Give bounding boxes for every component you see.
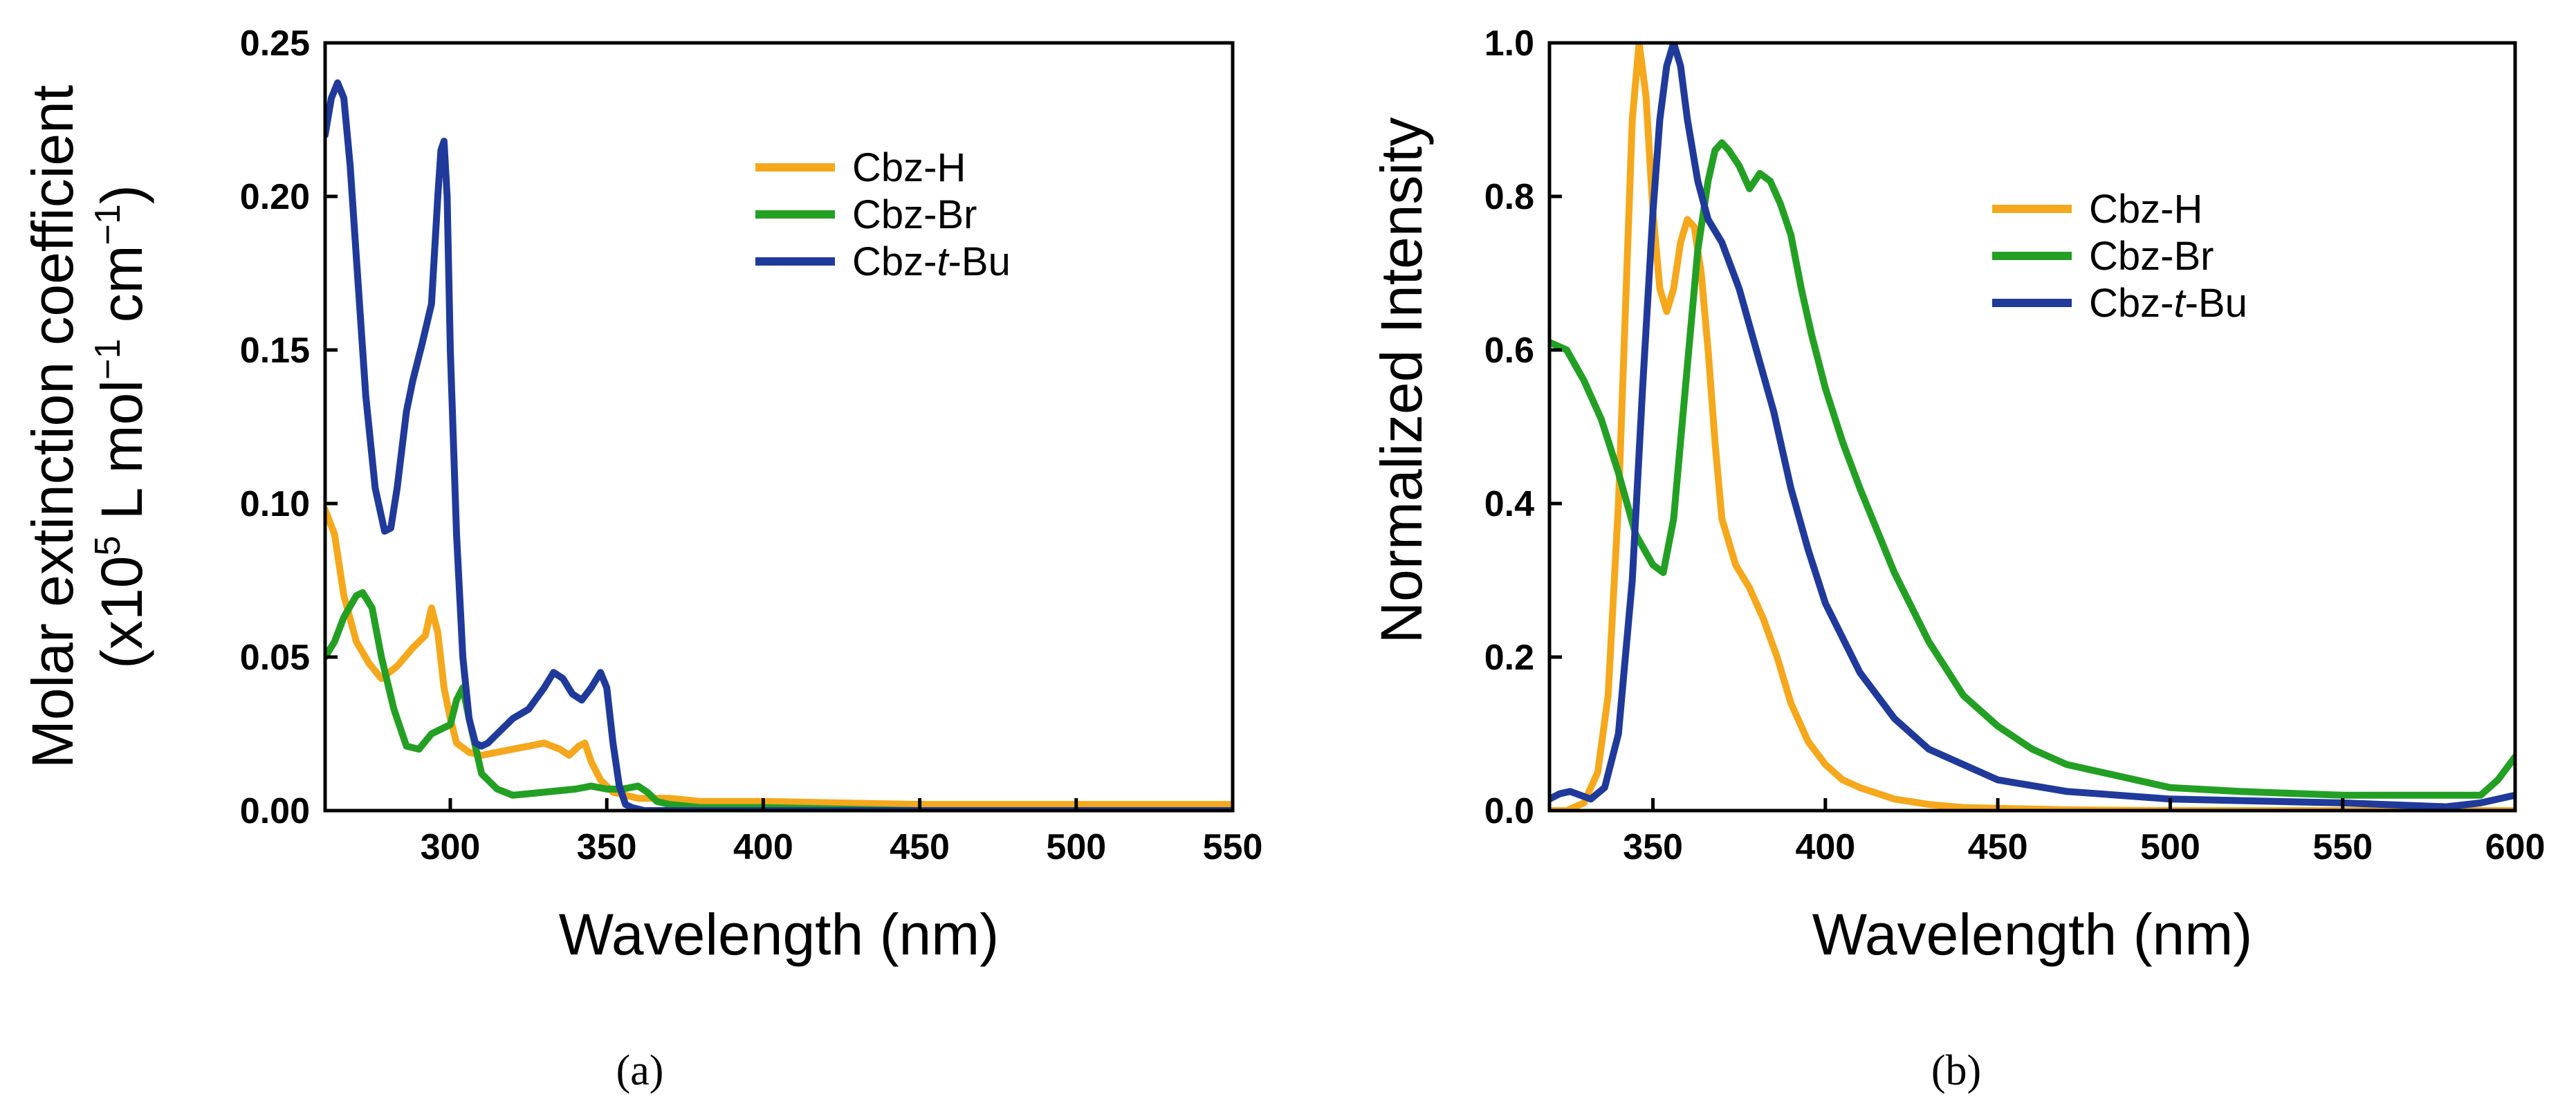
panel-b-series-cbz-br bbox=[1549, 139, 2515, 799]
panel-a-x-axis-title: Wavelength (nm) bbox=[559, 902, 999, 967]
panel-b-x-tick-label: 400 bbox=[1795, 827, 1855, 867]
panel-a-x-tick-label: 300 bbox=[421, 827, 481, 867]
panel-b-y-tick-label: 0.0 bbox=[1484, 791, 1534, 831]
panel-b-legend-label: Cbz-Br bbox=[2089, 234, 2214, 279]
panel-a-x-tick-label: 500 bbox=[1046, 827, 1106, 867]
panel-b-x-tick-label: 550 bbox=[2312, 827, 2373, 867]
panel-b-series-group bbox=[1549, 43, 2515, 811]
panel-a-y-axis-title-line2: (x105 L mol−1 cm−1) bbox=[88, 185, 154, 669]
panel-a-plot-frame bbox=[323, 41, 1235, 813]
panel-b-y-tick-label: 0.2 bbox=[1484, 638, 1534, 678]
panel-a-series-cbz-t-bu bbox=[325, 79, 1233, 811]
panel-b-x-axis-title: Wavelength (nm) bbox=[1812, 902, 2252, 967]
panel-b-y-tick-label: 0.4 bbox=[1484, 484, 1534, 524]
panel-a-y-tick-label: 0.20 bbox=[240, 177, 310, 217]
panel-b-plot-frame bbox=[1547, 41, 2517, 813]
panel-b-caption: (b) bbox=[1931, 1047, 1981, 1094]
panel-a-y-tick-label: 0.10 bbox=[240, 484, 310, 524]
panel-a-legend-label: Cbz-t-Bu bbox=[852, 239, 1011, 284]
panel-b-emission-chart: 350 400 450 500 550 600 0.0 0.2 0.4 0.6 0.8 1.0 Wav… bbox=[1369, 24, 2545, 1094]
panel-a-legend-label: Cbz-Br bbox=[852, 192, 977, 237]
panel-b-y-tick-label: 0.6 bbox=[1484, 331, 1534, 371]
panel-b-y-tick-label: 0.8 bbox=[1484, 177, 1534, 217]
panel-b-legend-label: Cbz-H bbox=[2089, 187, 2202, 232]
panel-a-y-tick-label: 0.25 bbox=[240, 24, 310, 64]
panel-b-legend-label: Cbz-t-Bu bbox=[2089, 281, 2247, 326]
panel-a-y-tick-label: 0.00 bbox=[240, 791, 310, 831]
panel-b-y-axis-title: Normalized Intensity bbox=[1369, 118, 1434, 644]
panel-a-x-tick-label: 450 bbox=[890, 827, 950, 867]
panel-b-ticks: 350 400 450 500 550 600 0.0 0.2 0.4 0.6 0.8 1.0 bbox=[1484, 24, 2546, 867]
panel-a-caption: (a) bbox=[616, 1047, 664, 1094]
panel-a-ticks: 300 350 400 450 500 550 0.00 0.05 0.10 0.15 0.20 0.… bbox=[240, 24, 1263, 867]
panel-b-y-tick-label: 1.0 bbox=[1484, 24, 1534, 64]
ylabel-part: ) bbox=[89, 185, 154, 204]
panel-b-series-cbz-h bbox=[1549, 43, 2515, 811]
ylabel-superscript: 5 bbox=[88, 536, 128, 556]
ylabel-part: L mol bbox=[89, 380, 154, 536]
panel-a-y-tick-label: 0.05 bbox=[240, 638, 310, 678]
panel-a-y-axis-title: Molar extinction coefficient (x105 L mol… bbox=[20, 85, 154, 768]
panel-a-x-tick-label: 550 bbox=[1203, 827, 1263, 867]
panel-a-y-tick-label: 0.15 bbox=[240, 331, 310, 371]
panel-b-x-tick-label: 500 bbox=[2140, 827, 2200, 867]
ylabel-part: (x10 bbox=[89, 556, 154, 669]
panel-b-x-tick-label: 450 bbox=[1968, 827, 2028, 867]
panel-b-x-tick-label: 350 bbox=[1623, 827, 1683, 867]
ylabel-superscript: −1 bbox=[88, 204, 128, 245]
panel-a-absorption-chart: 300 350 400 450 500 550 0.00 0.05 0.10 0.15 0.20 0.… bbox=[20, 24, 1262, 1094]
panel-a-y-axis-title-line1: Molar extinction coefficient bbox=[20, 85, 85, 768]
ylabel-part: cm bbox=[89, 245, 154, 338]
panel-a-x-tick-label: 400 bbox=[733, 827, 793, 867]
panel-a-series-group bbox=[325, 79, 1233, 811]
panel-b-series-cbz-t-bu bbox=[1549, 43, 2515, 811]
panel-a-legend-label: Cbz-H bbox=[852, 145, 966, 190]
panel-b-x-tick-label: 600 bbox=[2485, 827, 2546, 867]
panel-a-series-cbz-br bbox=[325, 589, 1233, 811]
panel-a-x-tick-label: 350 bbox=[577, 827, 637, 867]
ylabel-superscript: −1 bbox=[88, 339, 128, 380]
